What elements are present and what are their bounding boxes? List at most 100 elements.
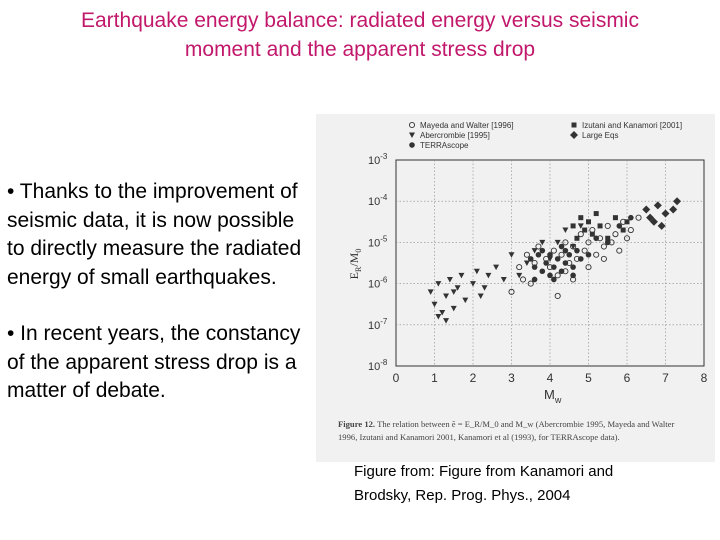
data-point [620,227,626,233]
y-tick-label: 10-8 [368,358,388,373]
data-point [566,251,573,258]
data-point [439,309,446,316]
data-point [508,288,515,295]
data-point [627,226,634,234]
data-point [585,251,592,258]
data-point [673,197,682,206]
data-point [539,247,546,254]
data-points [427,197,682,324]
data-point [527,280,534,287]
x-tick-label: 4 [547,371,554,385]
data-point [531,248,538,254]
scatter-chart: Mayeda and Walter [1996]Abercrombie [199… [338,121,708,442]
data-point [562,227,569,234]
data-point [646,213,655,222]
figure-caption-line-2: 1996, Izutani and Kanamori 2001, Kanamor… [338,432,620,442]
x-tick-label: 2 [470,371,477,385]
data-point [435,314,442,320]
data-point [635,214,642,221]
legend-label: Izutani and Kanamori [2001] [582,121,682,130]
x-tick-label: 1 [431,371,438,385]
data-point [493,264,500,271]
data-point [612,231,619,238]
data-point [473,268,480,275]
x-axis-label: Mw [544,387,562,405]
data-point [554,292,561,300]
legend-marker [409,142,415,148]
legend-marker [409,132,415,138]
y-tick-label: 10-4 [368,193,388,208]
data-point [585,264,592,271]
data-point [585,239,592,246]
data-point [604,222,611,229]
legend-label: Large Eqs [582,131,618,140]
legend-label: Abercrombie [1995] [420,131,490,140]
data-point [523,251,530,258]
data-point [485,272,492,279]
data-point [551,264,557,270]
data-point [554,239,561,246]
y-axis-label: ER/M0 [347,249,363,280]
y-tick-label: 10-6 [368,276,388,291]
data-point [577,231,584,238]
bullet-1: • Thanks to the improvement of seismic d… [7,180,302,289]
data-point [589,231,595,237]
legend-marker [408,121,416,129]
data-point [470,281,476,287]
slide-title-line-1: Earthquake energy balance: radiated ener… [81,9,639,32]
data-point [593,235,599,242]
data-point [582,227,588,233]
data-point [508,252,515,258]
data-point [604,239,611,246]
data-point [586,219,591,225]
y-tick-label: 10-3 [368,152,388,167]
bullet-list: • Thanks to the improvement of seismic d… [7,178,317,434]
x-tick-label: 8 [701,371,708,385]
data-point [623,235,631,242]
data-point [523,260,530,266]
y-tick-label: 10-5 [368,234,388,249]
data-point [531,276,538,283]
data-point [669,205,678,214]
data-point [574,235,580,241]
data-point [612,215,618,221]
data-point [562,260,569,266]
data-point [628,214,634,221]
x-tick-label: 7 [662,371,669,385]
data-point [547,256,553,262]
data-point [578,256,584,262]
data-point [577,223,584,229]
data-point [570,272,576,279]
data-point [427,289,434,295]
x-tick-label: 0 [393,371,400,385]
data-point [443,293,450,299]
data-point [558,251,565,258]
x-tick-label: 5 [585,371,592,385]
bullet-2: • In recent years, the constancy of the … [7,322,301,402]
data-point [570,223,576,229]
y-tick-label: 10-7 [368,317,388,332]
data-point [574,247,580,254]
data-point [551,276,557,283]
data-point [558,268,565,275]
data-point [527,256,534,262]
data-point [642,205,651,214]
x-tick-label: 3 [508,371,515,385]
data-point [600,243,607,250]
figure-source-line-1: Figure from: Figure from Kanamori and [354,463,614,480]
chart-legend: Mayeda and Walter [1996]Abercrombie [199… [408,121,682,150]
data-point [605,235,611,241]
data-point [450,305,457,312]
y-tick-labels: 10-3 10-4 10-5 10-6 10-7 10-8 [368,152,388,373]
data-point [516,272,523,279]
data-point [431,301,438,308]
data-point [657,221,666,230]
data-point [543,260,549,266]
data-point [454,285,461,291]
legend-marker [571,122,577,128]
data-point [516,264,523,271]
data-point [653,201,662,210]
data-point [570,244,577,250]
figure-caption: Figure 12. The relation between ẽ = E_R/… [338,419,675,429]
data-point [535,243,542,250]
